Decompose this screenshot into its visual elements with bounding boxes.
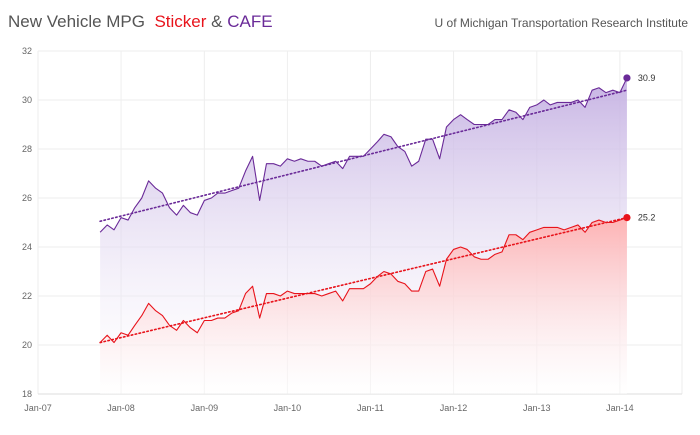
y-tick-label: 24 — [22, 242, 32, 252]
x-tick-label: Jan-10 — [274, 403, 302, 413]
end-markers: 30.9 25.2 — [623, 73, 655, 223]
cafe-end-label: 30.9 — [638, 73, 656, 83]
chart-source: U of Michigan Transportation Research In… — [434, 16, 688, 30]
x-tick-label: Jan-14 — [606, 403, 634, 413]
x-tick-label: Jan-11 — [357, 403, 384, 413]
sticker-area — [100, 217, 627, 394]
cafe-end-point — [623, 74, 631, 82]
title-main: New Vehicle MPG — [8, 12, 145, 31]
series-lines — [99, 77, 628, 344]
y-tick-label: 32 — [22, 46, 32, 56]
sticker-line — [99, 217, 628, 344]
chart-title: New Vehicle MPG Sticker & CAFE — [8, 12, 273, 32]
x-tick-label: Jan-07 — [24, 403, 52, 413]
x-tick-label: Jan-08 — [107, 403, 135, 413]
axis-labels: 18 20 22 24 26 28 30 32 Jan-07 Jan-08 Jan-09 Jan-10… — [22, 46, 634, 413]
sticker-trend-line — [99, 216, 628, 344]
x-tick-label: Jan-09 — [191, 403, 219, 413]
sticker-end-point — [623, 214, 631, 222]
x-tick-label: Jan-13 — [523, 403, 551, 413]
title-sticker: Sticker — [154, 12, 207, 31]
y-tick-label: 26 — [22, 193, 32, 203]
y-tick-label: 20 — [22, 340, 32, 350]
cafe-line — [99, 77, 628, 233]
y-tick-label: 30 — [22, 95, 32, 105]
title-amp: & — [211, 12, 223, 31]
x-tick-label: Jan-12 — [440, 403, 468, 413]
y-tick-label: 22 — [22, 291, 32, 301]
y-tick-label: 28 — [22, 144, 32, 154]
area-fills — [100, 77, 627, 394]
chart-header: New Vehicle MPG Sticker & CAFE U of Mich… — [0, 0, 700, 40]
sticker-end-label: 25.2 — [638, 213, 656, 223]
title-cafe: CAFE — [227, 12, 273, 31]
y-tick-label: 18 — [22, 389, 32, 399]
